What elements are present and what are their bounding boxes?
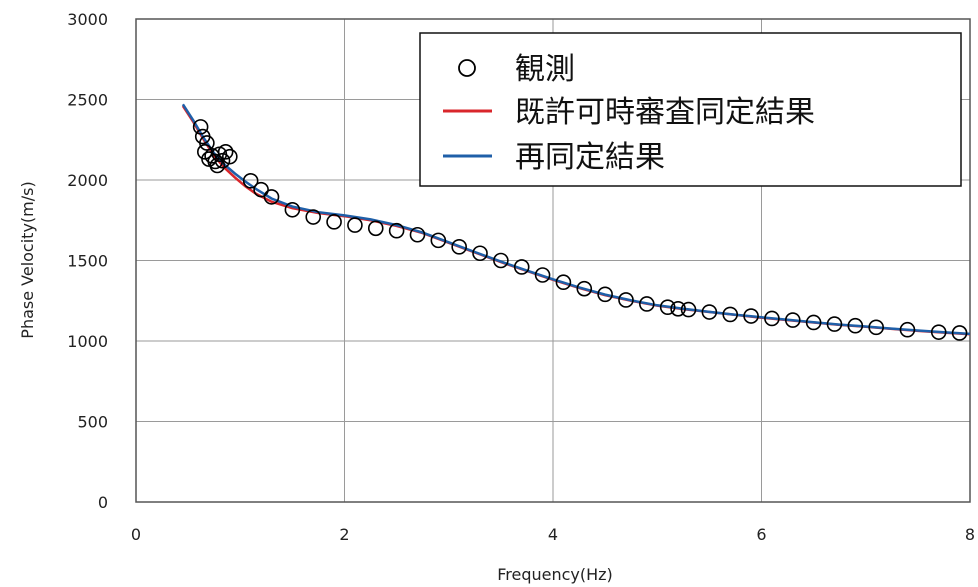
observed-points: [192, 119, 968, 341]
observed-point: [722, 306, 739, 323]
legend-label-0: 観測: [515, 52, 575, 87]
observed-point: [805, 314, 822, 331]
observed-point: [209, 157, 226, 174]
observed-point: [847, 317, 864, 334]
observed-point: [576, 280, 593, 297]
y-tick-labels: 0 500 1000 1500 2000 2500 3000: [67, 10, 108, 512]
observed-point: [326, 214, 342, 230]
observed-point: [472, 245, 488, 262]
observed-point: [347, 217, 363, 233]
observed-point: [743, 308, 759, 324]
observed-point: [388, 222, 405, 239]
observed-point: [826, 316, 843, 332]
observed-point: [670, 300, 686, 317]
observed-point: [680, 301, 697, 318]
observed-point: [451, 239, 467, 255]
x-tick-label: 2: [339, 525, 349, 544]
x-tick-label: 0: [131, 525, 141, 544]
observed-point: [305, 209, 322, 225]
legend-label-2: 再同定結果: [515, 140, 665, 175]
observed-point: [263, 189, 280, 205]
x-tick-labels: 0 2 4 6 8: [131, 525, 975, 544]
observed-point: [284, 201, 301, 218]
observed-point: [659, 299, 676, 315]
y-tick-label: 2000: [67, 171, 108, 190]
observed-point: [764, 310, 780, 327]
x-tick-label: 8: [965, 525, 975, 544]
observed-point: [199, 135, 215, 151]
observed-point: [555, 274, 572, 291]
observed-point: [217, 144, 234, 160]
x-tick-label: 6: [756, 525, 766, 544]
observed-point: [597, 286, 613, 303]
observed-point: [242, 173, 259, 189]
observed-point: [493, 252, 509, 269]
observed-point: [899, 321, 916, 338]
observed-point: [639, 296, 655, 312]
observed-point: [701, 304, 718, 320]
legend-box: [419, 32, 962, 187]
observed-point: [367, 220, 384, 237]
observed-point: [784, 312, 801, 328]
x-axis-title: Frequency(Hz): [497, 565, 613, 584]
observed-point: [253, 181, 269, 198]
observed-point: [409, 226, 426, 243]
observed-point: [951, 325, 968, 341]
observed-point: [534, 267, 551, 283]
observed-point: [192, 119, 209, 135]
observed-point: [618, 292, 634, 308]
y-tick-label: 0: [98, 493, 108, 512]
x-tick-label: 4: [548, 525, 558, 544]
y-tick-label: 3000: [67, 10, 108, 29]
observed-point: [214, 152, 231, 169]
observed-point: [868, 319, 884, 336]
y-tick-label: 1000: [67, 332, 108, 351]
observed-point: [930, 324, 947, 340]
observed-point: [430, 232, 447, 249]
observed-point: [513, 259, 530, 275]
y-tick-label: 2500: [67, 91, 108, 110]
observed-point: [222, 148, 238, 165]
plot-frame: [135, 18, 971, 503]
legend-marker-0: [458, 59, 476, 77]
y-axis-title: Phase Velocity(m/s): [18, 181, 37, 338]
y-tick-label: 1500: [67, 252, 108, 271]
legend-label-1: 既許可時審査同定結果: [515, 95, 815, 130]
y-tick-label: 500: [77, 413, 108, 432]
